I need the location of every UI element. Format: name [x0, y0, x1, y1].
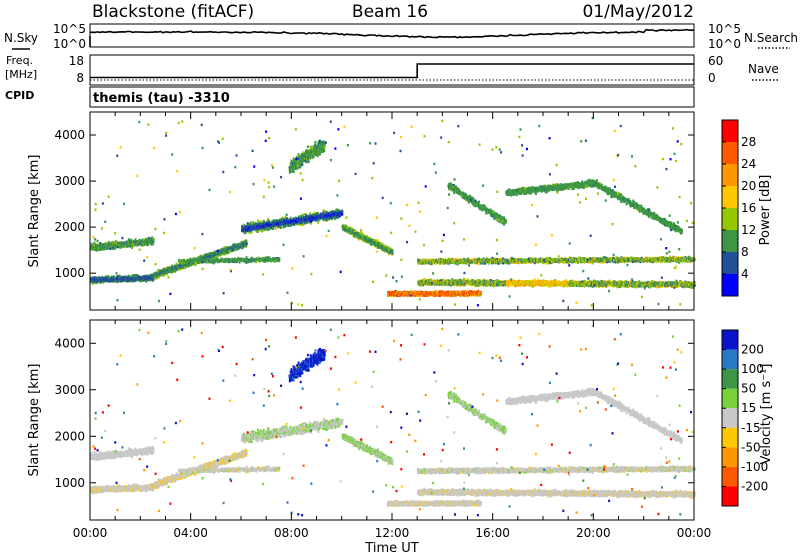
power-cell: [145, 280, 147, 282]
beam-title: Beam 16: [352, 2, 428, 22]
date-title: 01/May/2012: [583, 2, 695, 22]
noise-search-label: N.Search: [744, 31, 798, 45]
power-cell: [153, 239, 155, 241]
cpid-label: CPID: [5, 89, 34, 102]
noise-right-tick-bottom: 10^0: [708, 37, 741, 51]
cpid-text: themis (tau) -3310: [93, 91, 230, 106]
freq-label: Freq.: [6, 54, 33, 67]
noise-sky-trace: [90, 30, 694, 47]
power-data-cells: [90, 117, 696, 307]
noise-right-tick-top: 10^5: [708, 22, 741, 36]
freq-left-tick-bottom: 8: [76, 71, 84, 85]
noise-panel-frame: [90, 24, 694, 47]
freq-left-tick-top: 18: [69, 54, 84, 68]
noise-left-tick-top: 10^5: [53, 22, 86, 36]
freq-unit-label: [MHz]: [5, 68, 37, 81]
noise-sky-label: N.Sky: [4, 31, 38, 45]
nave-label: Nave: [748, 62, 779, 76]
power-cell: [128, 238, 130, 240]
nave-right-tick-top: 60: [708, 54, 723, 68]
nave-right-tick-bottom: 0: [708, 71, 716, 85]
site-title: Blackstone (fitACF): [92, 2, 254, 22]
frequency-step-trace: [90, 64, 694, 78]
noise-left-tick-bottom: 10^0: [53, 37, 86, 51]
range-time-figure: Blackstone (fitACF) Beam 16 01/May/2012 …: [0, 0, 800, 554]
